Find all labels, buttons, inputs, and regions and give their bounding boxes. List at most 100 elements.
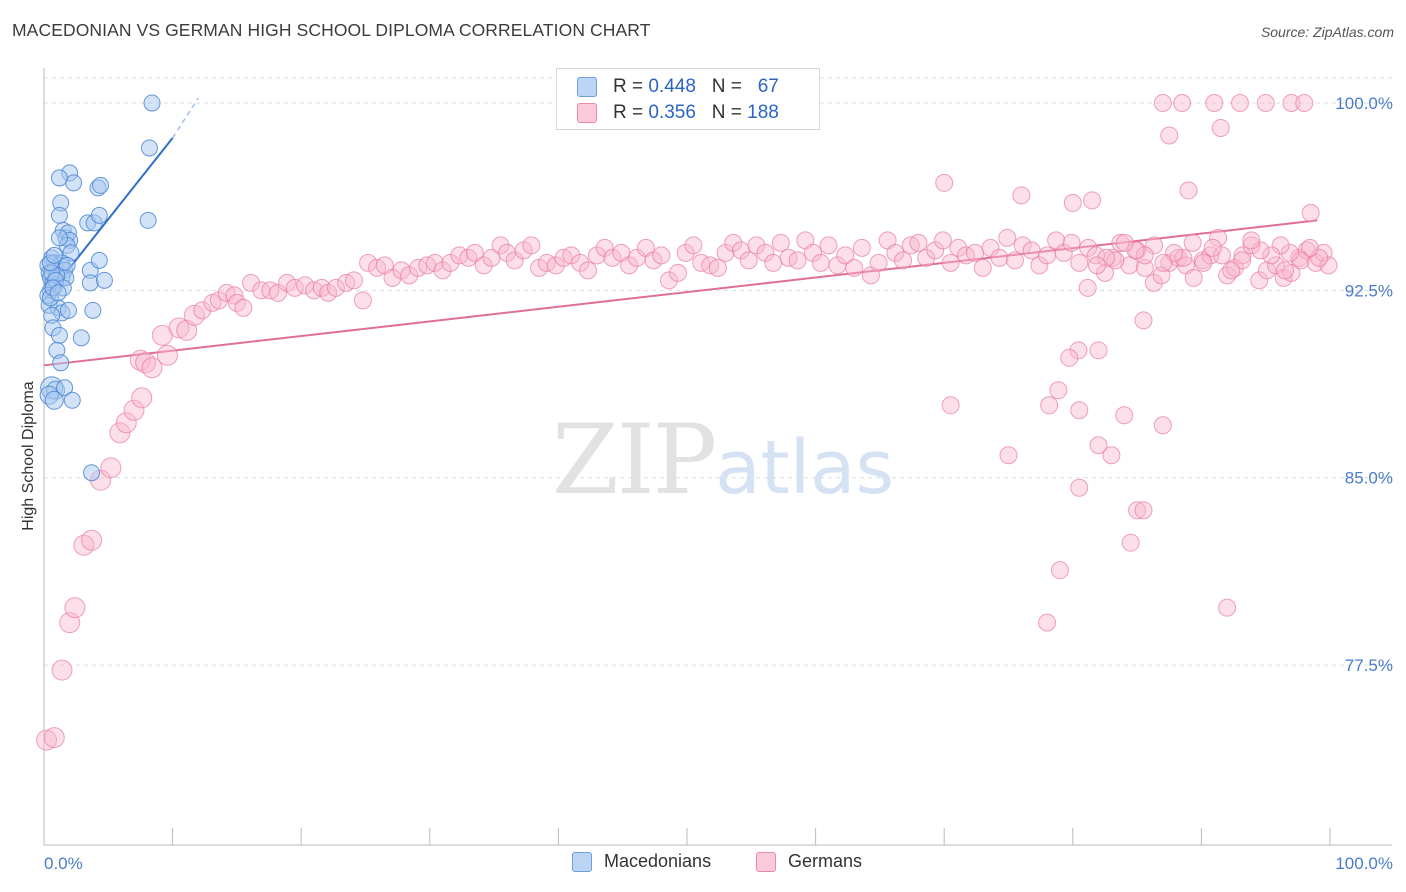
german-point — [764, 253, 783, 272]
legend-swatch-macedonians — [577, 77, 597, 97]
german-point — [1153, 416, 1172, 435]
macedonian-trend-extension — [171, 97, 199, 139]
macedonian-point — [56, 379, 74, 397]
german-point — [131, 387, 153, 409]
y-tick-label: 77.5% — [1345, 656, 1393, 675]
german-point — [425, 253, 444, 272]
german-point — [1271, 236, 1290, 255]
german-point — [1054, 243, 1073, 262]
german-point — [1022, 241, 1041, 260]
macedonian-point — [59, 301, 77, 319]
macedonian-point — [45, 246, 63, 264]
german-point — [1160, 126, 1179, 145]
legend-swatch-germans — [577, 103, 597, 123]
macedonian-point — [44, 390, 64, 410]
german-point — [668, 263, 687, 282]
german-point — [1079, 238, 1098, 257]
german-point — [1256, 93, 1275, 112]
german-point — [886, 243, 905, 262]
german-point — [595, 238, 614, 257]
german-point — [724, 233, 743, 252]
macedonian-point — [83, 464, 101, 482]
german-point — [788, 251, 807, 270]
macedonian-point — [63, 391, 81, 409]
german-point — [1078, 278, 1097, 297]
german-point — [1070, 253, 1089, 272]
german-point — [1128, 501, 1147, 520]
german-point — [1145, 236, 1164, 255]
german-point — [1070, 401, 1089, 420]
german-point — [1242, 236, 1261, 255]
german-point — [353, 291, 372, 310]
german-point — [193, 301, 212, 320]
german-point — [1218, 598, 1237, 617]
german-point — [1144, 273, 1163, 292]
german-point — [1111, 233, 1130, 252]
macedonian-point — [90, 206, 108, 224]
german-point — [804, 243, 823, 262]
german-point — [1013, 236, 1032, 255]
german-point — [917, 248, 936, 267]
german-point — [1126, 241, 1145, 260]
german-point — [1134, 311, 1153, 330]
german-point — [1153, 93, 1172, 112]
y-tick-label: 92.5% — [1345, 281, 1393, 300]
german-point — [441, 253, 460, 272]
german-point — [1087, 256, 1106, 275]
german-point — [620, 256, 639, 275]
german-point — [949, 238, 968, 257]
german-point — [1062, 233, 1081, 252]
german-point — [1135, 258, 1154, 277]
y-axis-label: High School Diploma — [20, 381, 37, 531]
german-point — [1233, 246, 1252, 265]
german-point — [1012, 186, 1031, 205]
german-point — [1005, 251, 1024, 270]
german-point — [941, 253, 960, 272]
german-point — [999, 446, 1018, 465]
macedonian-point — [50, 229, 68, 247]
german-point — [756, 243, 775, 262]
macedonian-point — [140, 139, 158, 157]
german-point — [1103, 248, 1122, 267]
german-point — [1295, 93, 1314, 112]
german-point — [578, 261, 597, 280]
german-point — [1069, 341, 1088, 360]
source-label: Source: ZipAtlas.com — [1260, 24, 1394, 40]
macedonian-point — [52, 354, 70, 372]
german-point — [225, 286, 244, 305]
german-point — [1060, 348, 1079, 367]
german-point — [708, 258, 727, 277]
german-point — [1205, 93, 1224, 112]
german-point — [1291, 251, 1310, 270]
german-point — [935, 173, 954, 192]
german-point — [1135, 246, 1154, 265]
german-point — [747, 236, 766, 255]
german-point — [869, 253, 888, 272]
german-point — [344, 271, 363, 290]
german-point — [1174, 248, 1193, 267]
german-point — [933, 231, 952, 250]
macedonian-point — [72, 329, 90, 347]
german-point — [1183, 233, 1202, 252]
y-tick-label: 100.0% — [1335, 94, 1393, 113]
macedonian-point — [95, 271, 113, 289]
watermark: ZIPatlas — [552, 404, 894, 516]
german-point — [43, 727, 65, 749]
german-point — [1242, 231, 1261, 250]
german-point — [941, 396, 960, 415]
german-point — [491, 236, 510, 255]
german-point — [652, 246, 671, 265]
german-point — [684, 236, 703, 255]
german-point — [100, 457, 122, 479]
german-point — [973, 258, 992, 277]
german-point — [1134, 501, 1153, 520]
german-point — [1102, 446, 1121, 465]
german-point — [852, 238, 871, 257]
german-point — [1040, 396, 1059, 415]
german-point — [1089, 436, 1108, 455]
german-point — [571, 253, 590, 272]
legend-label-germans: Germans — [788, 851, 863, 871]
watermark-zip: ZIP — [552, 404, 717, 516]
german-point — [1319, 256, 1338, 275]
